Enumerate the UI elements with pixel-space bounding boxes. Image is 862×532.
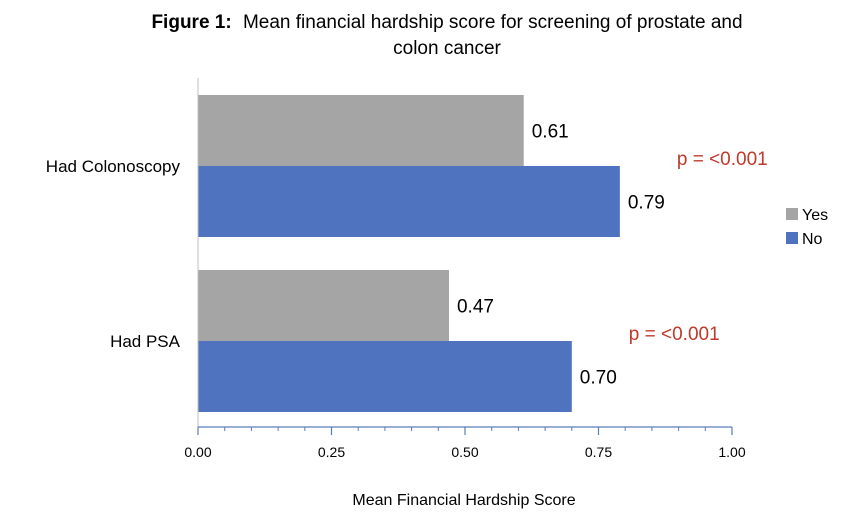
chart-title-prefix: Figure 1: (151, 12, 231, 33)
data-label: 0.70 (580, 368, 617, 389)
bar-had-psa-yes (198, 270, 449, 341)
category-label: Had PSA (110, 332, 181, 351)
legend-label-yes: Yes (802, 207, 828, 224)
bars-group (198, 95, 620, 412)
category-label: Had Colonoscopy (46, 157, 181, 176)
chart-title-line2: colon cancer (393, 38, 501, 59)
x-tick-label: 0.75 (585, 444, 612, 460)
chart-title-text: Mean financial hardship score for screen… (243, 12, 743, 33)
data-label: 0.79 (628, 193, 665, 214)
data-label: 0.61 (532, 122, 569, 143)
x-tick-label: 0.00 (184, 444, 211, 460)
data-labels-group: 0.61 0.79 0.47 0.70 (457, 122, 665, 389)
p-value-annotation: p = <0.001 (629, 324, 720, 345)
x-axis-title: Mean Financial Hardship Score (352, 492, 575, 509)
x-tick-label: 1.00 (718, 444, 745, 460)
bar-had-colonoscopy-yes (198, 95, 524, 166)
x-tick-label: 0.25 (318, 444, 345, 460)
bar-had-psa-no (198, 341, 572, 412)
annotations-group: p = <0.001 p = <0.001 (629, 149, 768, 345)
data-label: 0.47 (457, 297, 494, 318)
legend-swatch-yes (786, 208, 798, 220)
legend-swatch-no (786, 232, 798, 244)
category-labels-group: Had Colonoscopy Had PSA (46, 157, 181, 351)
legend-label-no: No (802, 231, 823, 248)
legend: Yes No (786, 207, 828, 248)
bar-had-colonoscopy-no (198, 166, 620, 237)
x-tick-label: 0.50 (451, 444, 478, 460)
x-axis: 0.00 0.25 0.50 0.75 1.00 (184, 426, 746, 460)
p-value-annotation: p = <0.001 (677, 149, 768, 170)
chart-title-line1: Figure 1: Mean financial hardship score … (151, 12, 742, 33)
